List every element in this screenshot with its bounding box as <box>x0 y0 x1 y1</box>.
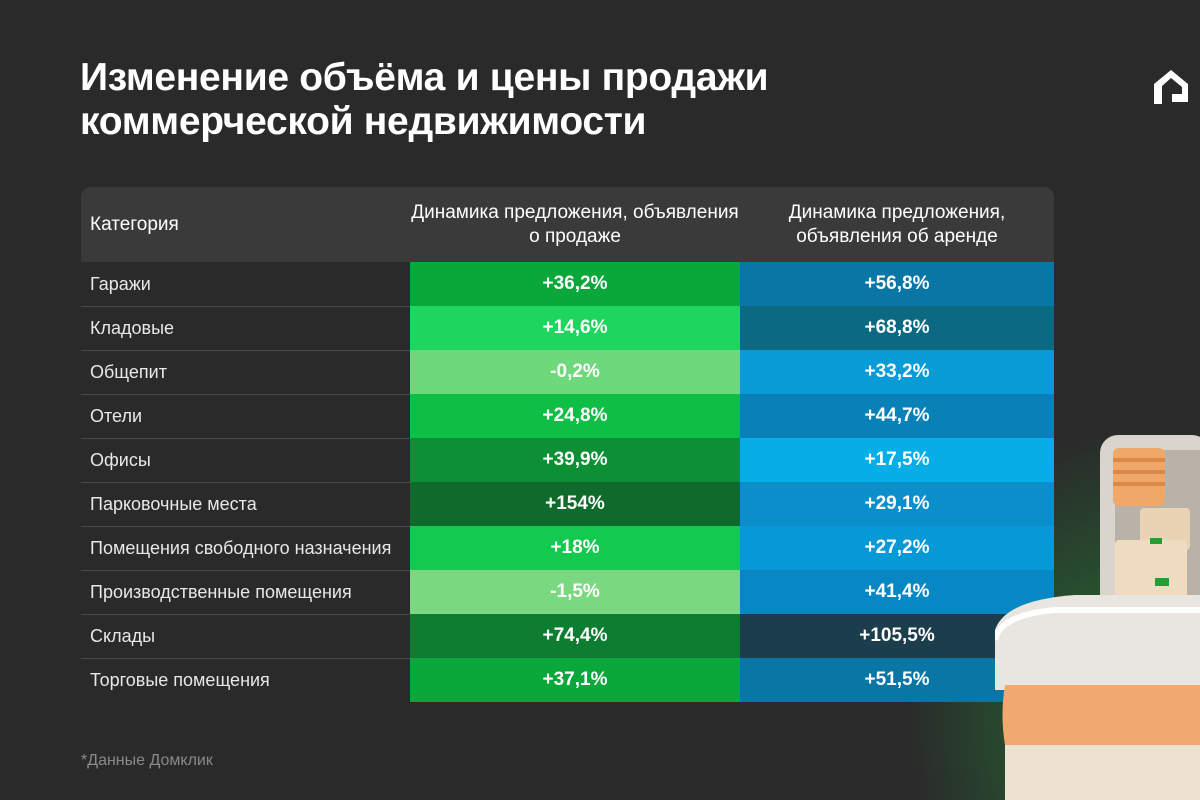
header-sale: Динамика предложения, объявления о прода… <box>411 201 739 247</box>
footnote: *Данные Домклик <box>81 752 213 769</box>
sale-value-cell: +36,2% <box>410 262 740 306</box>
row-category: Торговые помещения <box>81 658 410 702</box>
table-row: Кладовые +14,6% +68,8% <box>81 306 1054 350</box>
rent-value-cell: +68,8% <box>740 306 1054 350</box>
table-row: Парковочные места +154% +29,1% <box>81 482 1054 526</box>
title-line-1: Изменение объёма и цены продажи <box>80 56 769 99</box>
sale-value-cell: +14,6% <box>410 306 740 350</box>
rent-value-cell: +33,2% <box>740 350 1054 394</box>
rent-value-cell: +56,8% <box>740 262 1054 306</box>
row-category: Склады <box>81 614 410 658</box>
title-line-2: коммерческой недвижимости <box>80 100 647 143</box>
sale-value-cell: +24,8% <box>410 394 740 438</box>
row-category: Кладовые <box>81 306 410 350</box>
page-title: Изменение объёма и цены продажи коммерче… <box>80 56 980 144</box>
table-header: Категория Динамика предложения, объявлен… <box>81 187 1054 262</box>
rent-value-cell: +41,4% <box>740 570 1054 614</box>
table-body: Гаражи +36,2% +56,8% Кладовые +14,6% +68,8% Об… <box>81 262 1054 702</box>
rent-value-cell: +29,1% <box>740 482 1054 526</box>
row-category: Помещения свободного назначения <box>81 526 410 570</box>
table-row: Торговые помещения +37,1% +51,5% <box>81 658 1054 702</box>
sale-value-cell: -1,5% <box>410 570 740 614</box>
header-rent: Динамика предложения, объявления об арен… <box>788 201 1006 247</box>
table-row: Гаражи +36,2% +56,8% <box>81 262 1054 306</box>
row-category: Отели <box>81 394 410 438</box>
sale-value-cell: +74,4% <box>410 614 740 658</box>
table-row: Офисы +39,9% +17,5% <box>81 438 1054 482</box>
table-row: Отели +24,8% +44,7% <box>81 394 1054 438</box>
row-category: Общепит <box>81 350 410 394</box>
sale-value-cell: -0,2% <box>410 350 740 394</box>
table-row: Помещения свободного назначения +18% +27,2… <box>81 526 1054 570</box>
data-table: Категория Динамика предложения, объявлен… <box>81 187 1054 702</box>
rent-value-cell: +27,2% <box>740 526 1054 570</box>
row-category: Гаражи <box>90 273 151 294</box>
sale-value-cell: +18% <box>410 526 740 570</box>
header-category: Категория <box>90 213 179 235</box>
sale-value-cell: +39,9% <box>410 438 740 482</box>
rent-value-cell: +17,5% <box>740 438 1054 482</box>
table-row: Склады +74,4% +105,5% <box>81 614 1054 658</box>
table-row: Общепит -0,2% +33,2% <box>81 350 1054 394</box>
storage-boxes-illustration-icon <box>995 435 1200 800</box>
rent-value-cell: +44,7% <box>740 394 1054 438</box>
row-category: Парковочные места <box>81 482 410 526</box>
sale-value-cell: +37,1% <box>410 658 740 702</box>
row-category: Производственные помещения <box>81 570 410 614</box>
domclick-logo-icon <box>1154 70 1188 104</box>
row-category: Офисы <box>81 438 410 482</box>
sale-value-cell: +154% <box>410 482 740 526</box>
table-row: Производственные помещения -1,5% +41,4% <box>81 570 1054 614</box>
